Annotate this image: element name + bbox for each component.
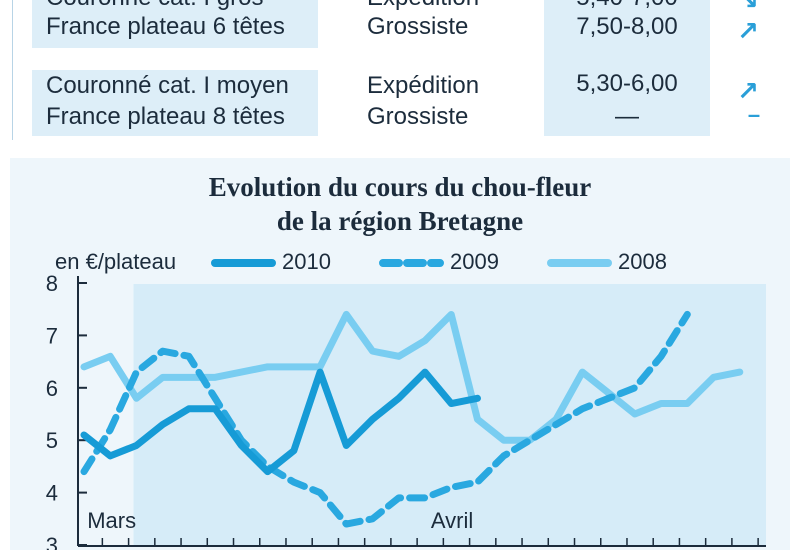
- series-line-2010: [80, 368, 481, 476]
- y-tick-label: 6: [46, 376, 58, 401]
- y-axis-unit-label: en €/plateau: [55, 249, 177, 274]
- table-row-1-price: 7,50-8,00: [576, 13, 678, 40]
- legend-label-2009: 2009: [450, 249, 499, 274]
- line-chart: 3 4 5 6 7 8 Mars Avril: [46, 259, 766, 550]
- trend-flat-icon: –: [747, 102, 761, 127]
- y-tick-label: 3: [46, 533, 58, 550]
- y-tick-label: 7: [46, 323, 58, 348]
- trend-up-icon: ↗: [737, 16, 759, 46]
- y-tick-label: 8: [46, 271, 58, 296]
- trend-down-icon: ↘: [737, 0, 759, 15]
- month-label-avril: Avril: [431, 508, 473, 533]
- y-tick-label: 5: [46, 428, 58, 453]
- month-label-mars: Mars: [87, 508, 136, 533]
- table-row-1-stage: Grossiste: [367, 13, 469, 40]
- series-line-2009: [80, 310, 691, 528]
- chart-subtitle: de la région Bretagne: [276, 206, 524, 236]
- price-table: Couronné cat. I gros Expédition 5,40-7,0…: [0, 0, 800, 140]
- table-row-2-price: 5,30-6,00: [576, 70, 678, 97]
- series-line-2008: [80, 310, 744, 444]
- table-row-3-stage: Grossiste: [367, 103, 469, 130]
- legend-label-2008: 2008: [618, 249, 667, 274]
- table-left-rule: [12, 0, 13, 140]
- mars-band: [79, 284, 134, 546]
- price-column-bg: [544, 0, 710, 136]
- table-row-2-product: Couronné cat. I moyen: [46, 72, 289, 99]
- table-row-0-product: Couronné cat. I gros: [46, 0, 263, 12]
- table-row-1-product: France plateau 6 têtes: [46, 13, 285, 40]
- chart-panel: Evolution du cours du chou-fleur de la r…: [10, 158, 790, 550]
- trend-up-icon: ↗: [737, 76, 759, 106]
- table-row-0-stage: Expédition: [367, 0, 479, 12]
- table-row-3-price: —: [615, 103, 639, 130]
- table-row-2-stage: Expédition: [367, 72, 480, 99]
- product-cell-bg-2: [32, 70, 318, 136]
- chart-title: Evolution du cours du chou-fleur: [208, 172, 592, 202]
- plot-background: [78, 284, 766, 546]
- table-row-0-price: 5,40-7,00: [544, 0, 710, 12]
- y-tick-label: 4: [46, 481, 58, 506]
- product-cell-bg-1: [32, 0, 318, 48]
- table-row-3-product: France plateau 8 têtes: [46, 103, 285, 130]
- legend-label-2010: 2010: [282, 249, 331, 274]
